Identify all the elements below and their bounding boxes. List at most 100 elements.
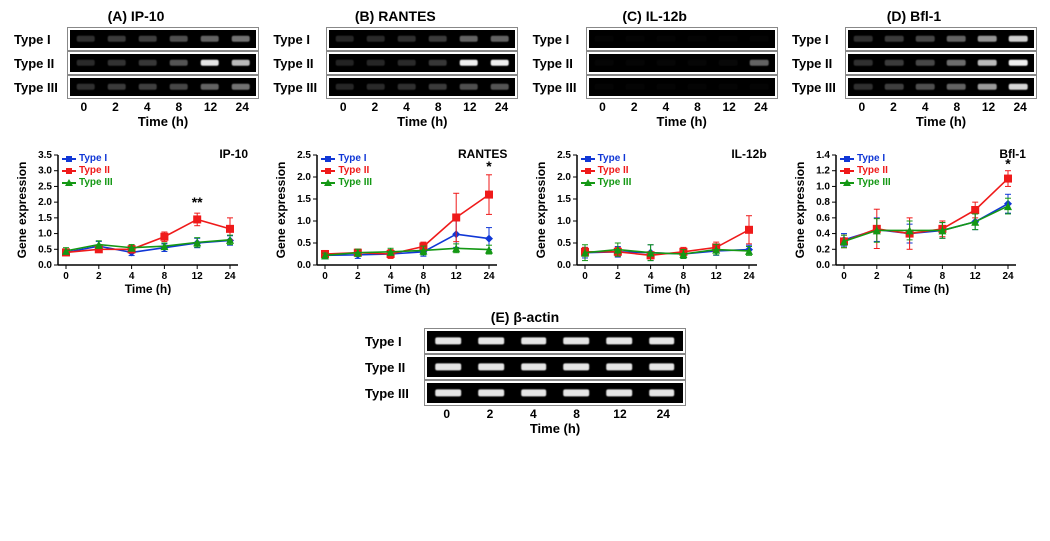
- gel-band: [478, 363, 504, 370]
- x-tick-label: 24: [484, 271, 496, 282]
- gel-row: Type I: [792, 28, 1036, 50]
- gel-strip: [587, 52, 777, 74]
- gel-xaxis-tick: 24: [1004, 100, 1036, 114]
- y-tick-label: 2.5: [38, 181, 52, 192]
- gel-band: [1009, 60, 1028, 66]
- x-tick-label: 24: [224, 271, 236, 282]
- y-axis-title: Gene expression: [274, 162, 288, 259]
- gel-xaxis: 02481224: [68, 100, 258, 114]
- gel-strip: [587, 28, 777, 50]
- gel-band: [688, 60, 707, 66]
- chart-panel-b: RANTESType IType IIType III0.00.51.01.52…: [273, 147, 517, 295]
- x-tick-label: 0: [323, 271, 329, 282]
- gel-strip: [68, 76, 258, 98]
- y-tick-label: 0.0: [557, 260, 571, 271]
- y-tick-label: 2.0: [297, 172, 311, 183]
- y-tick-label: 2.0: [38, 197, 52, 208]
- gel-band: [138, 84, 157, 90]
- gel-xaxis-tick: 12: [598, 407, 641, 421]
- chart-title: Bfl-1: [999, 147, 1026, 161]
- y-tick-label: 2.5: [297, 150, 311, 161]
- y-tick-label: 1.5: [38, 213, 52, 224]
- series-line: [844, 204, 1008, 240]
- gel-xaxis-tick: 2: [100, 100, 132, 114]
- y-axis-title: Gene expression: [15, 162, 29, 259]
- series-marker: [485, 235, 493, 243]
- gel-row: Type I: [14, 28, 258, 50]
- gel-xaxis-tick: 8: [555, 407, 598, 421]
- gel-band: [688, 84, 707, 90]
- gel-strip: [425, 329, 685, 353]
- gel-band: [649, 389, 675, 396]
- gel-xaxis-tick: 8: [941, 100, 973, 114]
- gel-xaxis: 02481224: [587, 100, 777, 114]
- legend-label: Type I: [598, 153, 626, 165]
- chart-title: RANTES: [458, 147, 507, 161]
- gel-xaxis-tick: 2: [359, 100, 391, 114]
- x-tick-label: 12: [970, 271, 982, 282]
- gel-band: [398, 84, 417, 90]
- gel-panel-title: (D) Bfl-1: [792, 8, 1036, 24]
- gel-row-label: Type II: [273, 56, 327, 71]
- gel-panel-title: (C) IL-12b: [533, 8, 777, 24]
- y-axis-title: Gene expression: [793, 162, 807, 259]
- x-tick-label: 0: [582, 271, 588, 282]
- x-tick-label: 4: [129, 271, 135, 282]
- gel-band: [491, 84, 510, 90]
- gel-band: [885, 36, 904, 42]
- gel-xaxis-tick: 4: [131, 100, 163, 114]
- series-marker: [453, 213, 461, 221]
- gel-band: [76, 60, 95, 66]
- figure-root: (A) IP-10Type IType IIType III02481224Ti…: [0, 0, 1050, 541]
- gel-xaxis-tick: 4: [391, 100, 423, 114]
- gel-strip: [587, 76, 777, 98]
- x-tick-label: 2: [355, 271, 361, 282]
- gel-band: [1009, 36, 1028, 42]
- legend-label: Type II: [857, 165, 888, 177]
- gel-band: [657, 60, 676, 66]
- y-tick-label: 0.8: [816, 197, 830, 208]
- gel-strip: [327, 28, 517, 50]
- gel-band: [231, 60, 250, 66]
- gel-strip: [846, 28, 1036, 50]
- gel-band: [138, 36, 157, 42]
- y-tick-label: 2.5: [557, 150, 571, 161]
- x-tick-label: 24: [743, 271, 755, 282]
- gel-xaxis: 02481224: [327, 100, 517, 114]
- chart-legend: Type IType IIType III: [840, 153, 891, 189]
- y-tick-label: 1.4: [816, 150, 830, 161]
- gel-row: Type II: [792, 52, 1036, 74]
- gel-xaxis-tick: 0: [587, 100, 619, 114]
- gel-row: Type III: [365, 381, 685, 405]
- legend-label: Type III: [598, 177, 632, 189]
- gel-band: [460, 60, 479, 66]
- gel-panel-title: (A) IP-10: [14, 8, 258, 24]
- gel-xaxis-title: Time (h): [587, 114, 777, 129]
- gel-band: [854, 60, 873, 66]
- chart-svg: 0.00.20.40.60.81.01.21.402481224Time (h)…: [792, 147, 1028, 295]
- gel-xaxis: 02481224: [425, 407, 685, 421]
- gel-xaxis-tick: 12: [713, 100, 745, 114]
- gel-band: [367, 84, 386, 90]
- gel-xaxis-tick: 24: [486, 100, 518, 114]
- gel-row: Type III: [14, 76, 258, 98]
- gel-band: [649, 363, 675, 370]
- series-line: [844, 206, 1008, 241]
- gel-row: Type I: [273, 28, 517, 50]
- gel-row-label: Type I: [533, 32, 587, 47]
- legend-label: Type III: [857, 177, 891, 189]
- gel-strip: [425, 381, 685, 405]
- chart-panel-d: Bfl-1 Type IType IIType III0.00.20.40.60.…: [792, 147, 1036, 295]
- gel-xaxis-tick: 0: [846, 100, 878, 114]
- y-tick-label: 1.0: [297, 216, 311, 227]
- x-tick-label: 12: [192, 271, 204, 282]
- gel-xaxis-tick: 0: [68, 100, 100, 114]
- x-axis-title: Time (h): [125, 282, 171, 295]
- gel-panel-a: (A) IP-10Type IType IIType III02481224Ti…: [14, 8, 258, 129]
- gel-row: Type III: [273, 76, 517, 98]
- gel-band: [978, 36, 997, 42]
- gel-xaxis-title: Time (h): [327, 114, 517, 129]
- gel-xaxis-tick: 2: [878, 100, 910, 114]
- gel-band: [169, 84, 188, 90]
- gel-xaxis-tick: 24: [226, 100, 258, 114]
